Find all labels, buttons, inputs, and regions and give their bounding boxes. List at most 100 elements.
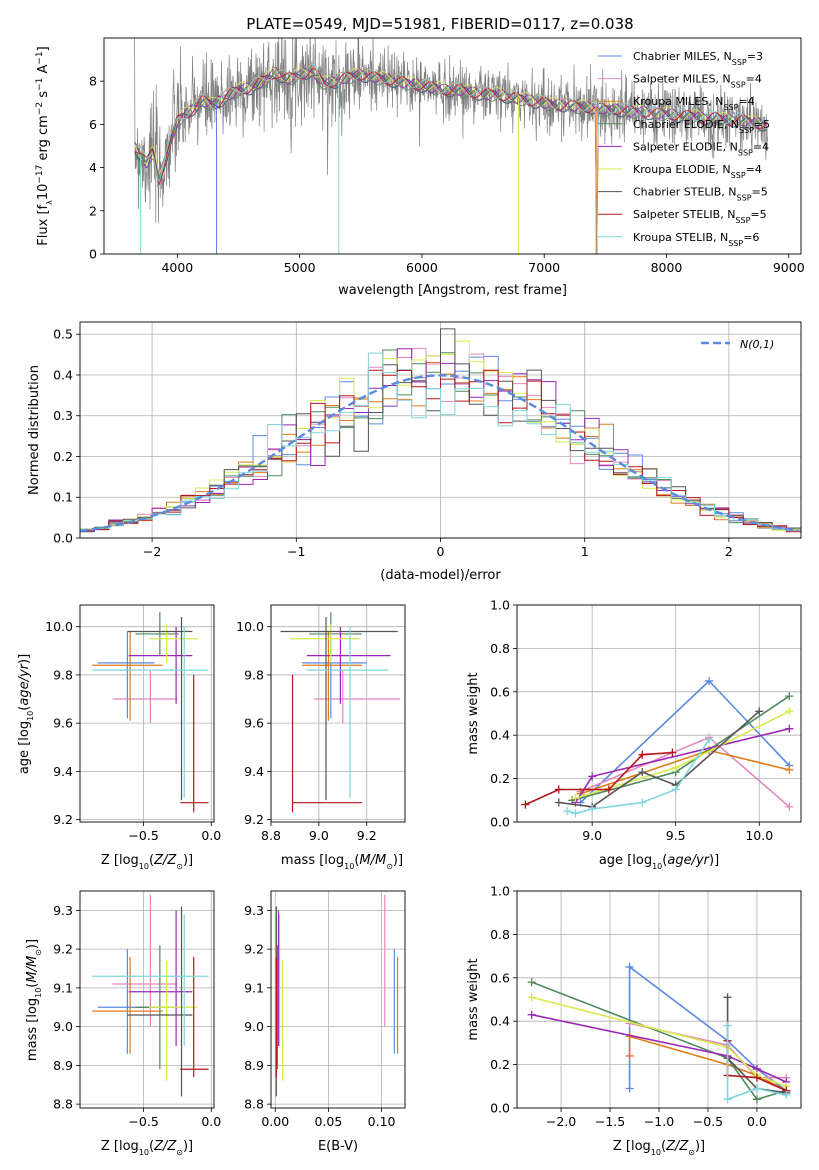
series-marker [625,962,634,971]
series-marker [785,707,794,716]
x-tick-label: −2.0 [546,1114,576,1129]
y-tick-label: 0.0 [490,815,510,830]
series-marker [571,809,580,818]
y-tick-label: 0.5 [53,327,73,342]
y-axis-label: Flux [fλ10−17 erg cm−2 s−1 A−1] [35,46,54,245]
gaussian-curve [80,374,799,533]
x-tick-label: 9.2 [357,828,377,843]
y-tick-label: 8.9 [53,1058,73,1073]
y-tick-label: 0.4 [490,1014,510,1029]
x-tick-label: 7000 [528,260,560,275]
x-tick-label: 9.0 [309,828,329,843]
series-marker [604,785,613,794]
legend-entry: N(0,1) [740,338,774,351]
x-tick-label: 9.0 [582,828,602,843]
y-axis-label: mass weight [466,958,481,1040]
y-tick-label: 9.0 [244,1019,264,1034]
y-tick-label: 10.0 [236,619,264,634]
spectrum-axes: 4000 5000 6000 7000 8000 9000 0 2 4 6 8 wavelength … [35,37,805,298]
x-tick-label: 1 [581,544,589,559]
axes-frame [103,37,802,255]
y-tick-label: 0 [89,247,97,262]
x-tick-label: 0.0 [747,1114,767,1129]
axes-frame [79,321,802,539]
x-axis-label: wavelength [Angstrom, rest frame] [338,283,567,298]
legend: Chabrier MILES, NSSP=3 Salpeter MILES, NS… [598,50,770,247]
series-marker [671,763,680,772]
y-tick-label: 0.8 [490,927,510,942]
legend-entry: Kroupa MILES, NSSP=4 [633,95,755,112]
series-marker [554,785,563,794]
x-tick-label: 0.10 [368,1114,396,1129]
figure-title: PLATE=0549, MJD=51981, FIBERID=0117, z=0… [246,15,633,33]
series-marker [723,993,732,1002]
x-axis-label: Z [log10(Z/Z⊙)] [613,1139,705,1157]
series-marker [554,798,563,807]
y-tick-label: 0.2 [53,449,73,464]
legend-entry: Salpeter ELODIE, NSSP=4 [633,140,769,157]
y-tick-label: 8.8 [244,1097,264,1112]
x-tick-label: 0.0 [201,1114,221,1129]
y-tick-label: 0.1 [53,490,73,505]
x-tick-label: 8.8 [261,828,281,843]
y-tick-label: 0.2 [490,771,510,786]
series-marker [638,768,647,777]
y-tick-label: 9.4 [53,764,73,779]
plot-area [521,676,794,818]
series-marker [785,802,794,811]
residual-axes: −2 −1 0 1 2 0.0 0.1 0.2 0.3 0.4 0.5 N(0,1) (data-mod… [27,321,802,583]
axes-frame [270,890,406,1109]
axes-frame [79,604,215,823]
y-tick-label: 1.0 [490,884,510,899]
mass-ebv-axes: 0.00 0.05 0.10 8.8 8.9 9.0 9.1 9.2 9.3 E(B-V) [244,890,406,1154]
y-tick-label: 9.4 [244,764,264,779]
series-line [726,1025,787,1101]
series-marker [723,1095,732,1104]
x-tick-label: −0.5 [128,1114,158,1129]
x-axis-label: Z [log10(Z/Z⊙)] [101,1139,193,1157]
plot-area [80,328,801,533]
model-spectrum [134,68,768,254]
axes-frame [270,604,406,823]
y-tick-label: 0.2 [490,1057,510,1072]
plot-area [92,894,209,1097]
x-tick-label: 9.5 [666,828,686,843]
y-axis-label: Normed distribution [27,365,42,495]
model-spectrum [134,66,768,175]
axes-frame [516,890,802,1109]
y-tick-label: 0.0 [53,531,73,546]
y-tick-label: 8.8 [53,1097,73,1112]
series-marker [785,692,794,701]
x-tick-label: −1.5 [595,1114,625,1129]
series-marker [705,676,714,685]
series-line [531,981,787,1101]
y-tick-label: 9.2 [53,812,73,827]
y-axis-label: mass [log10(M/M⊙)] [25,939,43,1061]
y-axis-label: age [log10(age/yr)] [17,654,35,774]
age-z-axes: −0.5 0.0 9.2 9.4 9.6 9.8 10.0 Z [log10(Z/Z⊙)] ag… [17,604,221,871]
y-tick-label: 4 [89,160,97,175]
y-tick-label: 9.2 [244,812,264,827]
y-tick-label: 8 [89,74,97,89]
weight-z-axes: −2.0 −1.5 −1.0 −0.5 0.0 0.0 0.2 0.4 0.6 0.8 1.0 mas… [466,884,802,1157]
x-tick-label: 5000 [284,260,316,275]
model-spectrum [134,72,768,254]
axes-frame [516,604,802,823]
plot-area [92,612,209,813]
y-tick-label: 0.6 [490,684,510,699]
series-marker [755,707,764,716]
x-tick-label: 6000 [406,260,438,275]
x-tick-label: −0.5 [128,828,158,843]
y-tick-label: 2 [89,203,97,218]
model-spectrum [134,63,768,254]
y-tick-label: 0.8 [490,641,510,656]
x-tick-label: 9000 [773,260,805,275]
x-tick-label: 0 [437,544,445,559]
series-marker [785,724,794,733]
series-marker [752,1084,761,1093]
x-tick-label: −1.0 [644,1114,674,1129]
series-line [531,996,787,1088]
series-marker [588,804,597,813]
legend-entry: Chabrier ELODIE, NSSP=5 [633,118,770,135]
x-axis-label: E(B-V) [318,1139,358,1154]
